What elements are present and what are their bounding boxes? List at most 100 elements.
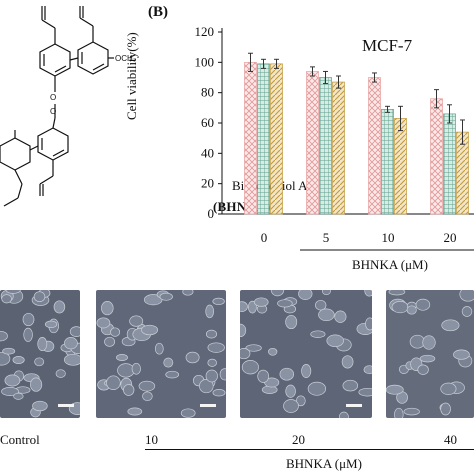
cell: [318, 308, 335, 322]
cell: [403, 407, 420, 416]
cell: [285, 314, 298, 330]
bar: [443, 113, 456, 215]
bar: [257, 63, 270, 215]
cell: [138, 380, 156, 392]
micrograph-label-10: 10: [145, 432, 158, 447]
micrograph-label-40: 40: [444, 432, 457, 447]
cell: [23, 327, 33, 342]
y-tick-label: 60: [201, 115, 214, 130]
scale-bar: [200, 404, 216, 407]
bar: [394, 118, 407, 215]
cell: [422, 335, 436, 350]
cell: [283, 399, 299, 413]
cell: [326, 334, 344, 348]
viability-bar-chart: 0 20 40 60 80 100 120 0 5 10 20: [195, 24, 474, 251]
cell: [365, 317, 372, 331]
x-tick-label: 20: [444, 230, 457, 245]
cell: [4, 374, 21, 387]
cell: [127, 407, 143, 416]
bar: [332, 81, 345, 215]
cell: [37, 337, 48, 351]
micrograph-row: [0, 290, 474, 420]
cell: [180, 408, 196, 418]
cell: [106, 375, 121, 390]
cell: [154, 342, 164, 355]
cell: [101, 301, 114, 316]
y-tick-label: 0: [208, 206, 215, 221]
chart-title: MCF-7: [362, 36, 413, 55]
cell: [142, 391, 153, 402]
cell: [241, 360, 259, 375]
cell: [277, 299, 293, 308]
cell: [63, 353, 80, 366]
micrograph-label-20: 20: [292, 432, 305, 447]
cell: [12, 356, 25, 364]
x-tick-label: 0: [261, 230, 268, 245]
cell: [96, 317, 111, 329]
cell: [310, 330, 326, 338]
cell: [257, 369, 270, 383]
cell: [285, 384, 296, 398]
cell: [388, 290, 406, 296]
cell: [64, 337, 78, 350]
bar: [244, 61, 257, 215]
x-axis-label: BHNKA (μM): [352, 257, 428, 272]
cell: [240, 348, 251, 360]
cell: [69, 326, 80, 337]
panel-b-label: (B): [148, 4, 168, 20]
y-tick-label: 40: [201, 145, 214, 160]
cell: [13, 392, 24, 400]
cell: [117, 363, 135, 378]
bhnka-structure-drawing: O O OCH₃: [0, 6, 136, 207]
cell: [270, 290, 285, 297]
cell: [5, 290, 21, 294]
micrograph-10: [96, 290, 226, 418]
cell: [321, 290, 331, 296]
cell: [116, 354, 128, 361]
cell: [53, 300, 66, 314]
micrograph-10-image: [96, 290, 226, 418]
cell: [22, 312, 35, 327]
cell: [453, 349, 470, 360]
y-tick-label: 100: [195, 54, 215, 69]
cell: [247, 300, 257, 314]
cell: [129, 315, 144, 327]
cell: [240, 301, 248, 312]
cell: [386, 384, 404, 395]
concentration-bracket: [145, 449, 474, 450]
cell: [298, 290, 313, 300]
cell: [406, 305, 417, 315]
svg-text:O: O: [50, 93, 56, 102]
svg-text:O: O: [50, 107, 56, 116]
bar: [368, 77, 381, 215]
micrograph-20: [240, 290, 372, 418]
cell: [207, 358, 217, 367]
concentration-unit-label: BHNKA (μM): [286, 456, 362, 471]
micrograph-control-image: [0, 290, 80, 418]
scale-bar: [58, 404, 74, 407]
y-tick-label: 80: [201, 85, 214, 100]
cell: [417, 364, 429, 375]
cell: [315, 299, 327, 311]
bar: [306, 71, 319, 215]
cell: [123, 384, 135, 396]
bar: [319, 77, 332, 215]
cell: [415, 298, 431, 311]
cell: [110, 327, 121, 337]
micrograph-40-image: [386, 290, 474, 418]
cell: [159, 292, 173, 301]
cell: [441, 319, 460, 332]
micrograph-control: [0, 290, 80, 418]
cell: [212, 389, 226, 397]
micrograph-label-control: Control: [0, 432, 40, 447]
cell: [295, 395, 306, 407]
bar: [270, 63, 283, 215]
cell: [199, 379, 214, 394]
cell: [341, 355, 354, 369]
cell: [205, 369, 218, 383]
y-axis-label: Cell viability(%): [124, 32, 139, 120]
cell: [131, 362, 141, 375]
cell: [207, 342, 225, 353]
cell: [0, 351, 11, 366]
cell: [440, 402, 451, 416]
